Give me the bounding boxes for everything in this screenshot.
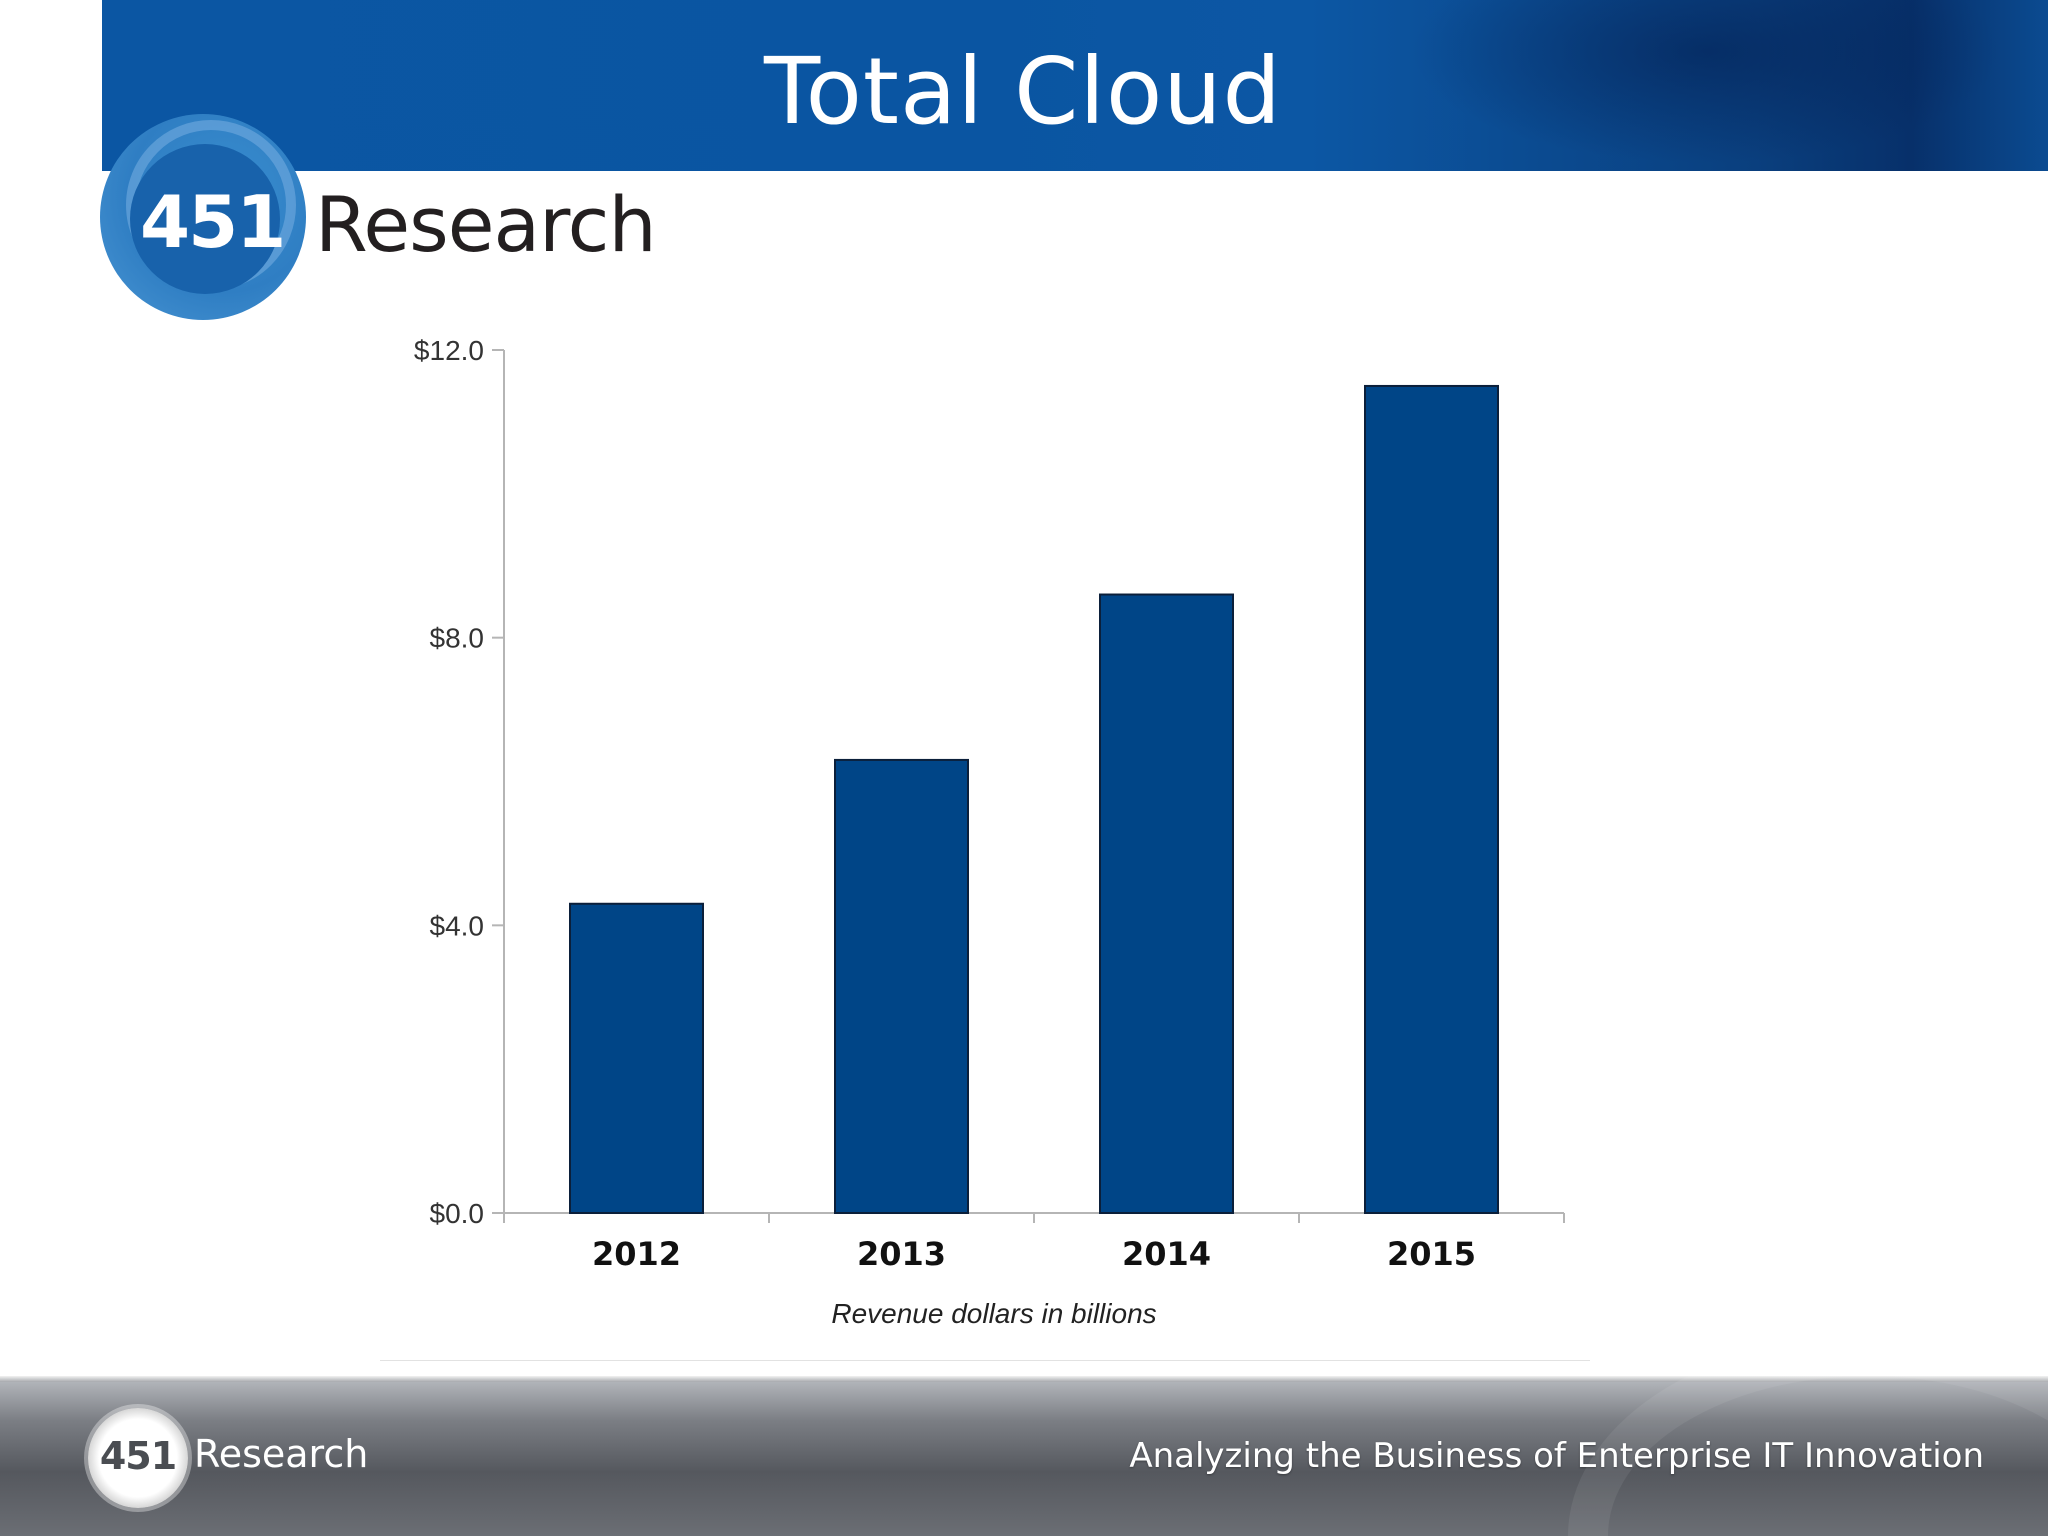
bar-2013 [834,758,969,1214]
x-axis-label: Revenue dollars in billions [831,1298,1156,1329]
bar-chart: $0.0 $4.0 $8.0 $12.0 2012 2013 2014 2015 Revenue… [414,335,1565,1329]
logo-number: 451 [140,180,286,264]
bar-2015 [1364,384,1499,1215]
y-tick-label: $8.0 [430,623,485,654]
brand-logo: 451 Research [100,114,660,324]
x-tick-label: 2013 [857,1235,946,1273]
footer-logo-circle [88,1408,188,1508]
bar-2014 [1099,593,1234,1214]
footer-tagline: Analyzing the Business of Enterprise IT … [1129,1436,1984,1476]
logo-word: Research [315,180,657,269]
y-tick-label: $12.0 [414,335,484,366]
bar-2012 [569,902,704,1215]
header-banner: Total Cloud [102,0,2048,171]
chart-bars [569,384,1499,1215]
x-tick-label: 2015 [1387,1235,1476,1273]
y-tick-label: $0.0 [430,1198,485,1229]
x-tick-label: 2012 [592,1235,681,1273]
x-tick-label: 2014 [1122,1235,1211,1273]
chart-labels: $0.0 $4.0 $8.0 $12.0 2012 2013 2014 2015 Revenue… [414,335,1476,1329]
y-tick-label: $4.0 [430,910,485,941]
chart-divider [380,1360,1590,1361]
footer-logo-number: 451 [99,1434,177,1478]
logo-circle-inner [130,144,280,294]
footer-logo-word: Research [194,1432,369,1476]
footer-bar: 451 Research Analyzing the Business of E… [0,1376,2048,1536]
